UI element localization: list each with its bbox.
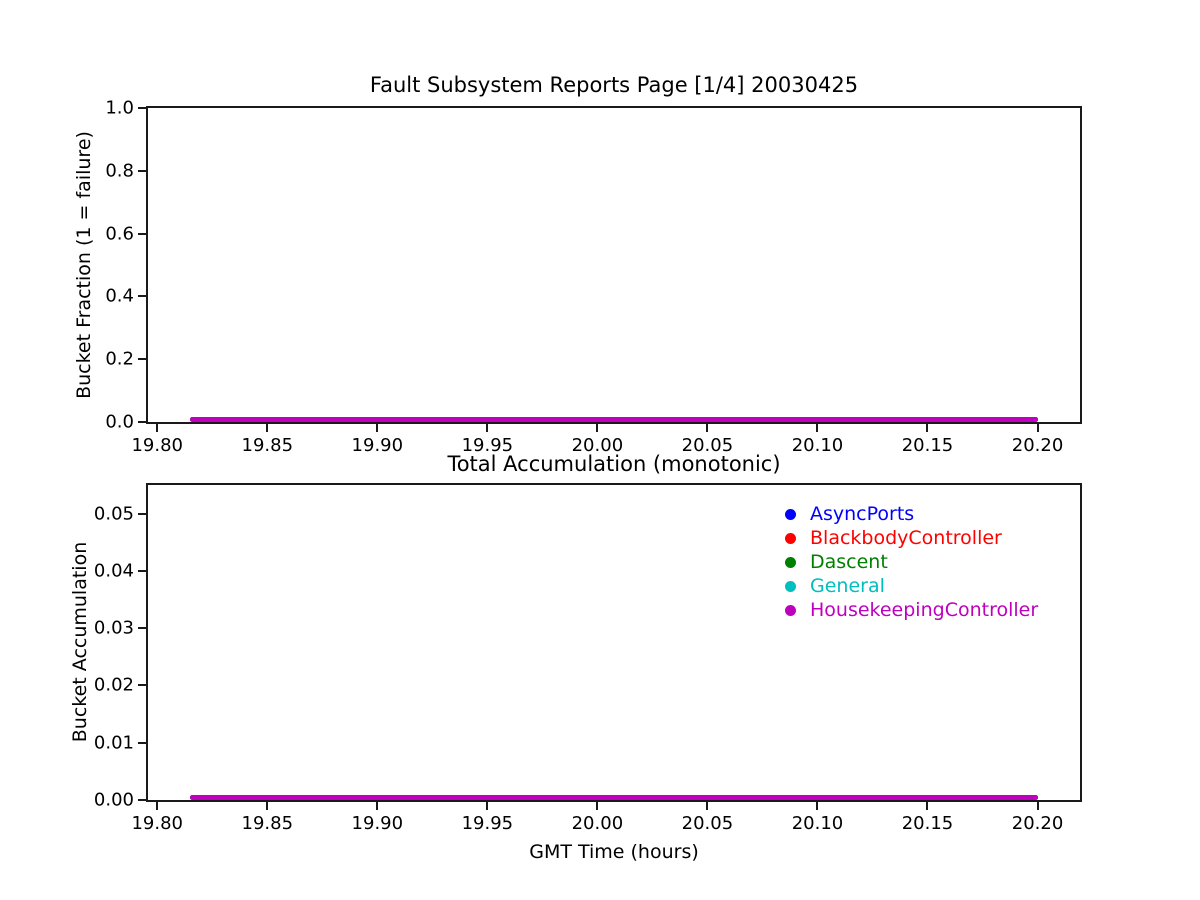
y-tick-label: 0.03	[93, 617, 134, 639]
x-tick-label: 20.05	[681, 435, 734, 456]
x-tick-label: 19.95	[461, 435, 514, 456]
x-tick-mark	[1036, 802, 1039, 810]
x-tick-label: 20.15	[901, 435, 954, 456]
legend-marker-dot-icon	[785, 604, 796, 616]
y-tick-mark	[138, 232, 146, 235]
bottom-axes-title: Total Accumulation (monotonic)	[447, 452, 781, 476]
x-tick-label: 19.85	[241, 435, 294, 456]
x-tick-mark	[596, 802, 599, 810]
x-tick-mark	[486, 802, 489, 810]
y-tick-label: 0.0	[105, 411, 134, 433]
x-tick-mark	[486, 424, 489, 432]
top-y-axis-label: Bucket Fraction (1 = failure)	[73, 131, 95, 399]
x-tick-mark	[156, 424, 159, 432]
x-tick-mark	[816, 802, 819, 810]
y-tick-mark	[138, 569, 146, 572]
series-line-housekeepingcontroller	[190, 795, 1038, 800]
y-tick-mark	[138, 799, 146, 801]
y-tick-mark	[138, 741, 146, 744]
legend-marker-dot-icon	[785, 532, 796, 544]
x-tick-label: 19.85	[241, 813, 294, 834]
x-tick-label: 20.20	[1011, 435, 1064, 456]
y-tick-label: 0.4	[105, 285, 134, 307]
x-tick-label: 19.95	[461, 813, 514, 834]
series-line-housekeepingcontroller	[190, 417, 1038, 422]
y-tick-label: 0.05	[93, 503, 134, 525]
y-tick-label: 1.0	[105, 97, 134, 119]
y-tick-label: 0.2	[105, 348, 134, 370]
x-tick-mark	[266, 424, 269, 432]
legend-label: AsyncPorts	[810, 503, 915, 525]
y-tick-mark	[138, 295, 146, 298]
x-tick-label: 20.15	[901, 813, 954, 834]
x-tick-label: 20.20	[1011, 813, 1064, 834]
legend-marker-dot-icon	[785, 556, 796, 568]
y-tick-label: 0.8	[105, 160, 134, 182]
x-tick-label: 19.90	[351, 435, 404, 456]
x-axis-label: GMT Time (hours)	[529, 841, 699, 863]
legend-label: Dascent	[810, 551, 888, 573]
legend-item: General	[785, 574, 1038, 598]
y-tick-label: 0.02	[93, 674, 134, 696]
legend-marker-dot-icon	[785, 580, 796, 592]
y-tick-label: 0.6	[105, 223, 134, 245]
y-tick-mark	[138, 169, 146, 172]
y-tick-label: 0.04	[93, 560, 134, 582]
legend-label: General	[810, 575, 885, 597]
y-tick-mark	[138, 107, 146, 109]
x-tick-label: 20.00	[571, 813, 624, 834]
y-tick-label: 0.01	[93, 732, 134, 754]
x-tick-mark	[706, 802, 709, 810]
legend-label: BlackbodyController	[810, 527, 1002, 549]
x-tick-mark	[816, 424, 819, 432]
x-tick-label: 20.00	[571, 435, 624, 456]
x-tick-mark	[926, 802, 929, 810]
x-tick-mark	[596, 424, 599, 432]
x-tick-label: 19.80	[131, 435, 183, 456]
x-tick-mark	[376, 424, 379, 432]
x-tick-mark	[926, 424, 929, 432]
x-tick-mark	[706, 424, 709, 432]
x-tick-mark	[156, 802, 159, 810]
x-tick-label: 19.80	[131, 813, 183, 834]
legend-item: BlackbodyController	[785, 526, 1038, 550]
legend: AsyncPorts BlackbodyController Dascent Gene…	[785, 502, 1038, 622]
y-tick-mark	[138, 358, 146, 361]
bottom-axes-plot-area: 19.80 19.85 19.90 19.95 20.00 20.05 20.10 20.15…	[94, 483, 1082, 834]
x-tick-mark	[376, 802, 379, 810]
y-tick-label: 0.00	[93, 789, 134, 811]
legend-item: Dascent	[785, 550, 1038, 574]
x-tick-mark	[1036, 424, 1039, 432]
legend-label: HousekeepingController	[810, 599, 1039, 621]
x-tick-mark	[266, 802, 269, 810]
top-axes-plot-area: 19.80 19.85 19.90 19.95 20.00 20.05 20.10 20.15…	[105, 98, 1082, 456]
legend-marker-dot-icon	[785, 508, 796, 520]
top-axes-title: Fault Subsystem Reports Page [1/4] 20030…	[369, 73, 859, 97]
x-tick-label: 20.10	[791, 435, 844, 456]
x-tick-label: 20.05	[681, 813, 734, 834]
y-tick-mark	[138, 684, 146, 687]
x-tick-label: 20.10	[791, 813, 844, 834]
y-tick-mark	[138, 627, 146, 630]
legend-item: AsyncPorts	[785, 502, 1038, 526]
x-tick-label: 19.90	[351, 813, 404, 834]
bottom-y-axis-label: Bucket Accumulation	[69, 541, 91, 743]
y-tick-mark	[138, 421, 146, 423]
legend-item: HousekeepingController	[785, 598, 1038, 622]
y-tick-mark	[138, 512, 146, 515]
